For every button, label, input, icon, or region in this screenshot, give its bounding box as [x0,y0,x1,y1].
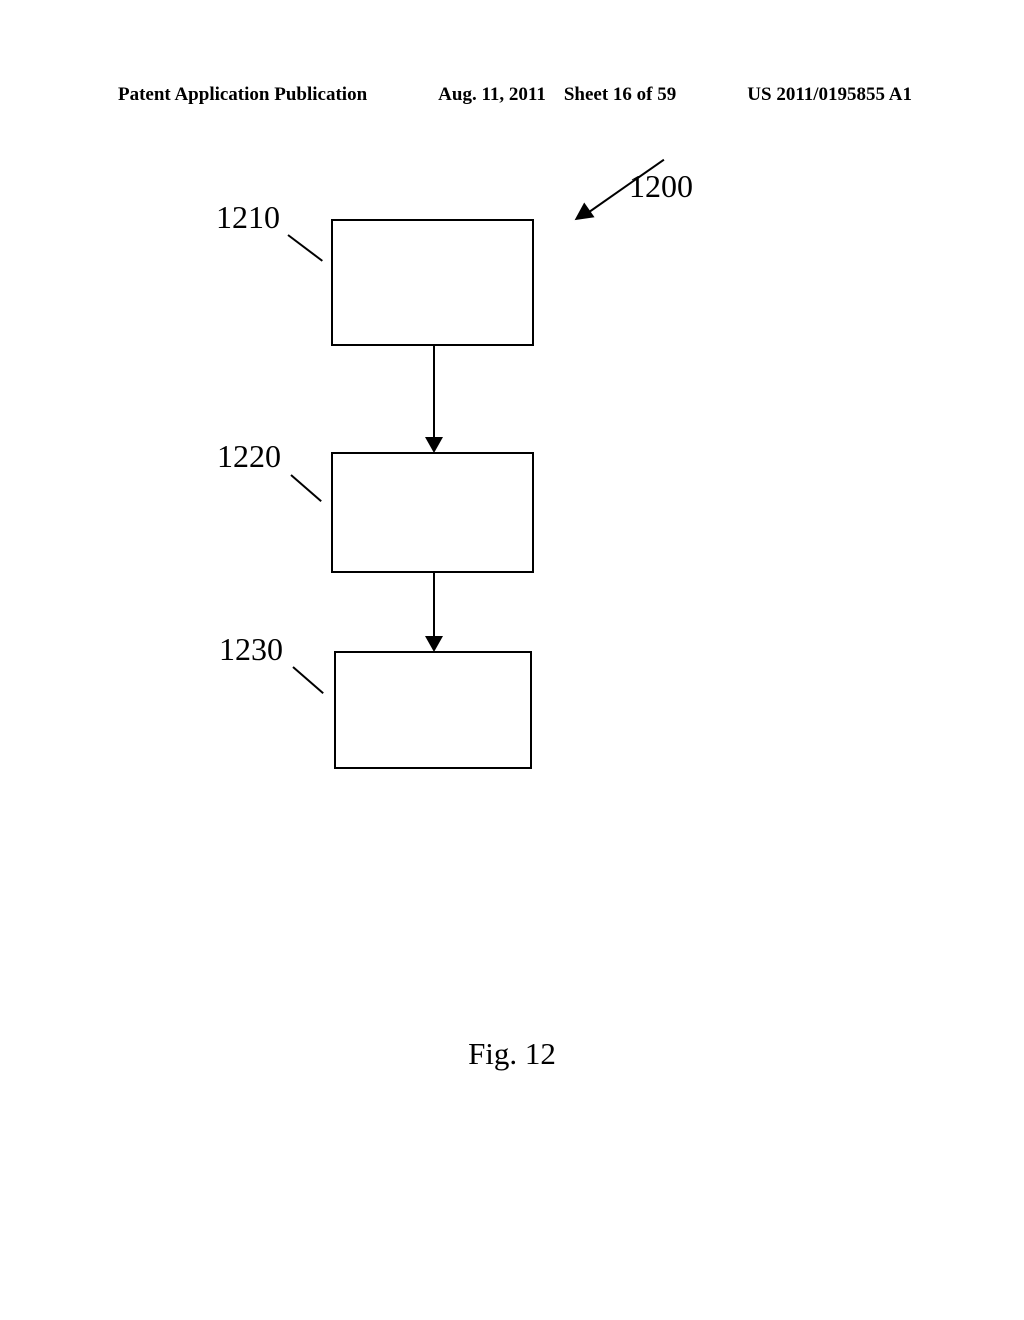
flow-arrowhead-2 [425,636,443,652]
header-right: US 2011/0195855 A1 [747,84,912,106]
figure-caption: Fig. 12 [0,1036,1024,1072]
ref-leader-1230 [292,666,324,694]
flowchart-diagram: 1200 1210 1220 1230 [0,168,1024,808]
ref-label-1210: 1210 [216,199,280,236]
header-left: Patent Application Publication [118,84,367,106]
flow-arrow-line-2 [433,573,435,641]
flow-arrowhead-1 [425,437,443,453]
ref-label-1230: 1230 [219,631,283,668]
ref-label-1200: 1200 [629,168,693,205]
ref-arrowhead-1200 [569,202,594,227]
flowchart-box-1220 [331,452,534,573]
ref-leader-1220 [290,474,322,502]
flowchart-box-1230 [334,651,532,769]
flowchart-box-1210 [331,219,534,346]
flow-arrow-line-1 [433,346,435,443]
ref-label-1220: 1220 [217,438,281,475]
header-date: Aug. 11, 2011 [438,84,546,106]
page-header: Patent Application Publication Aug. 11, … [0,84,1024,106]
header-center: Aug. 11, 2011 Sheet 16 of 59 [438,84,676,106]
header-sheet: Sheet 16 of 59 [564,84,676,106]
ref-leader-1210 [287,234,323,261]
